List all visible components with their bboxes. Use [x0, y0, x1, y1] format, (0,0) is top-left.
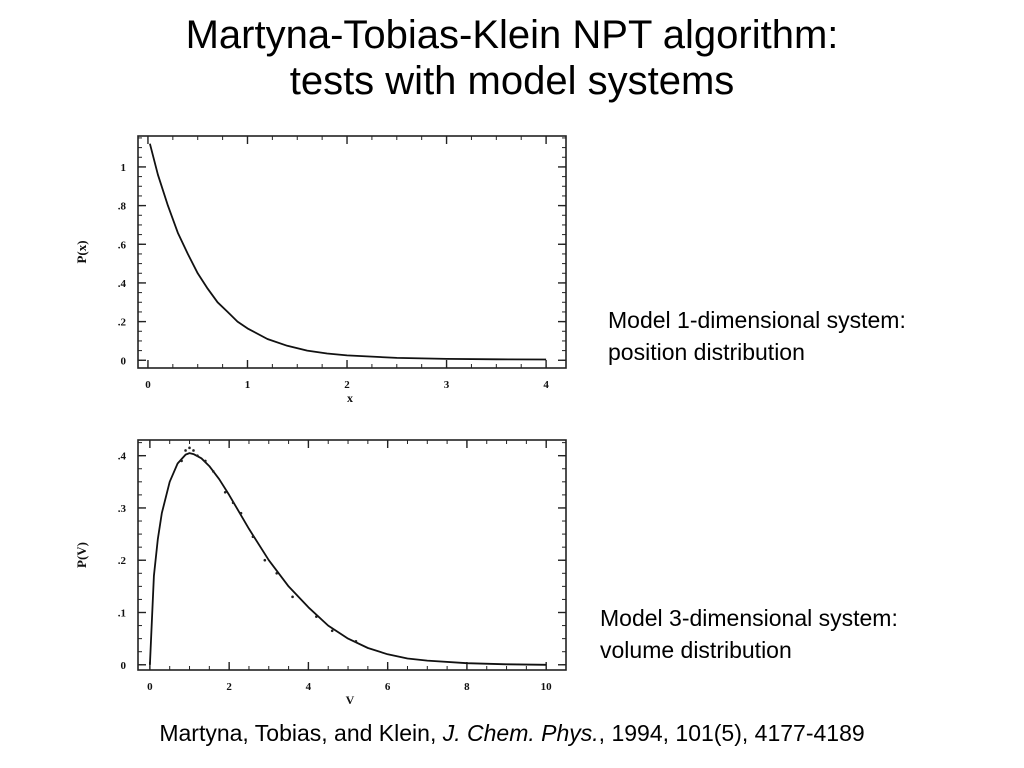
p-v-x-tick-label: 4: [306, 681, 312, 693]
position-distribution-chart: 0 1 2 3 4 0 .2 .4 .6 .8 1 x P(x): [74, 135, 567, 405]
p-v-data-point: [354, 639, 358, 643]
title-line-2: tests with model systems: [289, 59, 735, 103]
p-v-data-point: [196, 454, 199, 457]
p-x-x-tick-label: 0: [145, 379, 151, 391]
p-v-x-tick-label: 6: [385, 681, 391, 693]
reference-citation: Martyna, Tobias, and Klein, J. Chem. Phy…: [0, 720, 1024, 747]
p-x-x-tick-label: 3: [444, 379, 450, 391]
p-v-data-point: [263, 558, 267, 562]
p-v-x-tick-label: 0: [147, 681, 153, 693]
caption-1d-system: Model 1-dimensional system: position dis…: [608, 304, 906, 368]
p-x-x-axis-label: x: [347, 391, 353, 405]
slide-title: Martyna-Tobias-Klein NPT algorithm: test…: [0, 12, 1024, 104]
reference-details: , 1994, 101(5), 4177-4189: [598, 720, 865, 746]
p-v-y-tick-label: .4: [118, 451, 127, 463]
p-v-y-tick-label: 0: [121, 660, 127, 672]
p-v-data-point: [251, 535, 255, 539]
p-v-data-point: [211, 470, 215, 473]
caption-1d-line-1: Model 1-dimensional system:: [608, 307, 906, 333]
p-v-y-axis-label: P(V): [74, 542, 89, 568]
caption-3d-line-2: volume distribution: [600, 637, 792, 663]
volume-distribution-chart: 0 2 4 6 8 10 0 .1 .2 .3 .4 V P(V): [74, 439, 567, 707]
p-x-curve-line: [149, 143, 547, 361]
p-v-y-tick-label: .2: [118, 555, 127, 567]
p-v-data-point: [330, 629, 334, 633]
p-v-x-tick-label: 2: [226, 681, 232, 693]
caption-3d-line-1: Model 3-dimensional system:: [600, 605, 898, 631]
reference-journal: J. Chem. Phys.: [442, 720, 599, 746]
caption-1d-line-2: position distribution: [608, 339, 805, 365]
p-x-x-tick-label: 1: [245, 379, 251, 391]
p-v-data-point: [184, 449, 187, 452]
p-v-data-point: [180, 459, 183, 463]
p-x-y-tick-label: 0: [121, 355, 127, 367]
p-x-y-tick-label: .4: [118, 278, 127, 290]
p-v-y-tick-label: .3: [118, 503, 127, 515]
p-x-y-tick-label: .2: [118, 317, 127, 329]
p-x-y-tick-label: .8: [118, 201, 127, 213]
p-v-x-axis-label: V: [346, 693, 355, 707]
p-v-data-point: [239, 511, 243, 515]
p-x-y-tick-label: 1: [121, 162, 127, 174]
reference-authors: Martyna, Tobias, and Klein,: [159, 720, 443, 746]
title-line-1: Martyna-Tobias-Klein NPT algorithm:: [185, 13, 839, 57]
p-v-data-point: [275, 571, 279, 575]
p-v-data-point: [188, 446, 191, 450]
p-x-y-axis-label: P(x): [74, 240, 89, 263]
p-v-data-point: [231, 501, 235, 505]
p-x-x-tick-label: 2: [344, 379, 350, 391]
p-v-data-point: [204, 459, 207, 463]
p-v-data-point: [192, 449, 195, 452]
p-v-data-point: [315, 615, 318, 618]
p-x-x-tick-label: 4: [543, 379, 549, 391]
p-x-plot-frame: [137, 135, 567, 369]
p-v-data-point: [223, 490, 227, 494]
p-v-curve-line: [149, 452, 547, 666]
p-v-x-tick-label: 10: [541, 681, 553, 693]
p-v-y-tick-label: .1: [118, 608, 126, 620]
caption-3d-system: Model 3-dimensional system: volume distr…: [600, 602, 898, 666]
p-v-plot-frame: [137, 439, 567, 671]
p-v-data-point: [291, 595, 294, 599]
p-x-y-tick-label: .6: [118, 239, 127, 251]
p-v-x-tick-label: 8: [464, 681, 470, 693]
